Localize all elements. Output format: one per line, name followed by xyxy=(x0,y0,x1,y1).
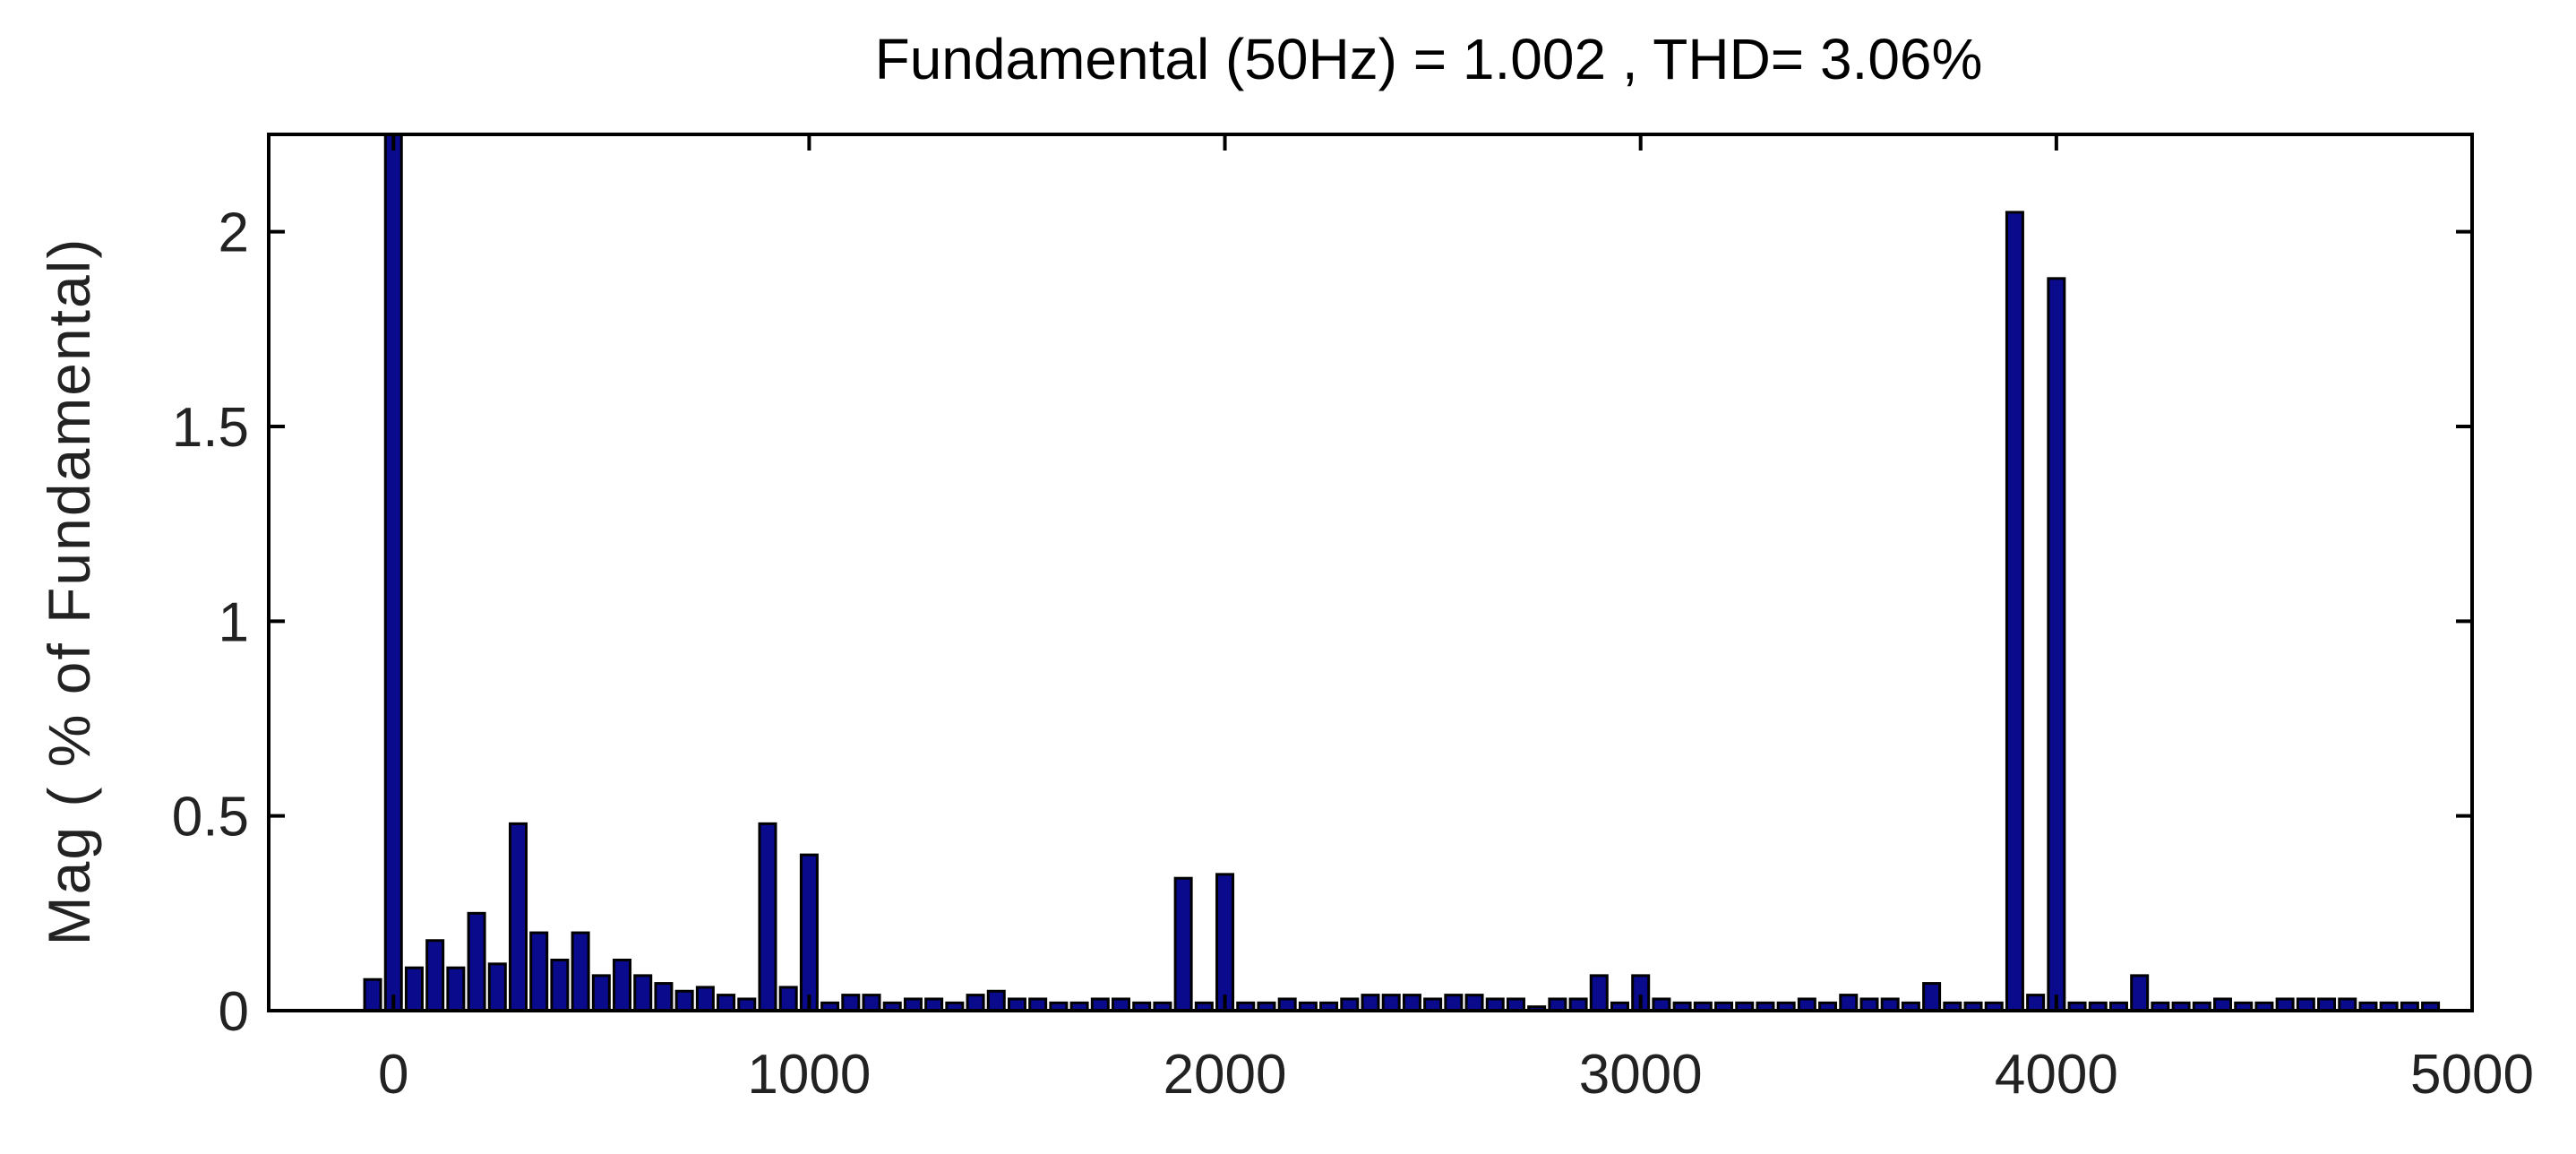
bar-750 xyxy=(695,986,715,1012)
bar-4000 xyxy=(2047,277,2066,1012)
chart-title: Fundamental (50Hz) = 1.002 , THD= 3.06% xyxy=(875,27,1983,91)
bar-100 xyxy=(425,939,445,1012)
bar--50 xyxy=(363,977,382,1012)
bar-200 xyxy=(467,911,486,1012)
x-tick-label-1000: 1000 xyxy=(747,1044,871,1106)
bar-450 xyxy=(571,931,590,1012)
x-tick-label-5000: 5000 xyxy=(2410,1044,2534,1106)
ticks-group xyxy=(269,134,2474,1012)
bar-50 xyxy=(404,966,424,1012)
y-tick-label-0: 0 xyxy=(219,981,249,1043)
bar-2350 xyxy=(1361,994,1380,1012)
y-tick-labels: 0 0.5 1 1.5 2 xyxy=(172,202,249,1043)
bars-group xyxy=(363,133,2441,1012)
bar-3900 xyxy=(2005,211,2024,1012)
bar-650 xyxy=(654,982,674,1012)
bar-250 xyxy=(487,962,507,1012)
plot-frame xyxy=(267,133,2474,1012)
bar-500 xyxy=(591,974,611,1012)
y-tick-label-1: 1 xyxy=(219,591,249,653)
bar-550 xyxy=(613,958,632,1012)
bar-300 xyxy=(508,822,528,1012)
y-tick-label-0.5: 0.5 xyxy=(172,787,249,848)
bar-3950 xyxy=(2026,994,2046,1012)
bar-400 xyxy=(550,958,570,1012)
y-tick-label-1.5: 1.5 xyxy=(172,397,249,459)
bar-800 xyxy=(717,994,736,1012)
x-tick-label-3000: 3000 xyxy=(1579,1044,1703,1106)
bar-900 xyxy=(758,822,777,1012)
bar-150 xyxy=(446,966,466,1012)
y-axis-label: Mag ( % of Fundamental) xyxy=(36,237,102,946)
bar-3500 xyxy=(1839,994,1859,1012)
bar-1450 xyxy=(986,989,1006,1012)
bar-2000 xyxy=(1215,873,1235,1012)
bar-1400 xyxy=(966,994,985,1012)
bar-350 xyxy=(529,931,549,1012)
bar-3700 xyxy=(1922,982,1942,1012)
bar-1150 xyxy=(862,994,881,1012)
bar-700 xyxy=(674,989,694,1012)
plot-area xyxy=(267,133,2474,1012)
x-tick-label-0: 0 xyxy=(378,1044,408,1106)
bar-2550 xyxy=(1444,994,1464,1012)
bar-2400 xyxy=(1381,994,1401,1012)
bar-2450 xyxy=(1402,994,1421,1012)
bar-0 xyxy=(383,133,403,1012)
bar-1100 xyxy=(841,994,861,1012)
x-tick-label-4000: 4000 xyxy=(1995,1044,2118,1106)
y-tick-label-2: 2 xyxy=(219,202,249,264)
x-tick-label-2000: 2000 xyxy=(1163,1044,1287,1106)
bar-4200 xyxy=(2130,974,2150,1012)
bar-2900 xyxy=(1589,974,1609,1012)
bar-1000 xyxy=(799,853,819,1012)
bar-2600 xyxy=(1464,994,1484,1012)
bar-950 xyxy=(778,986,798,1012)
bar-600 xyxy=(633,974,653,1012)
bar-1900 xyxy=(1173,876,1193,1012)
x-tick-labels: 0 1000 2000 3000 4000 5000 xyxy=(378,1044,2534,1106)
